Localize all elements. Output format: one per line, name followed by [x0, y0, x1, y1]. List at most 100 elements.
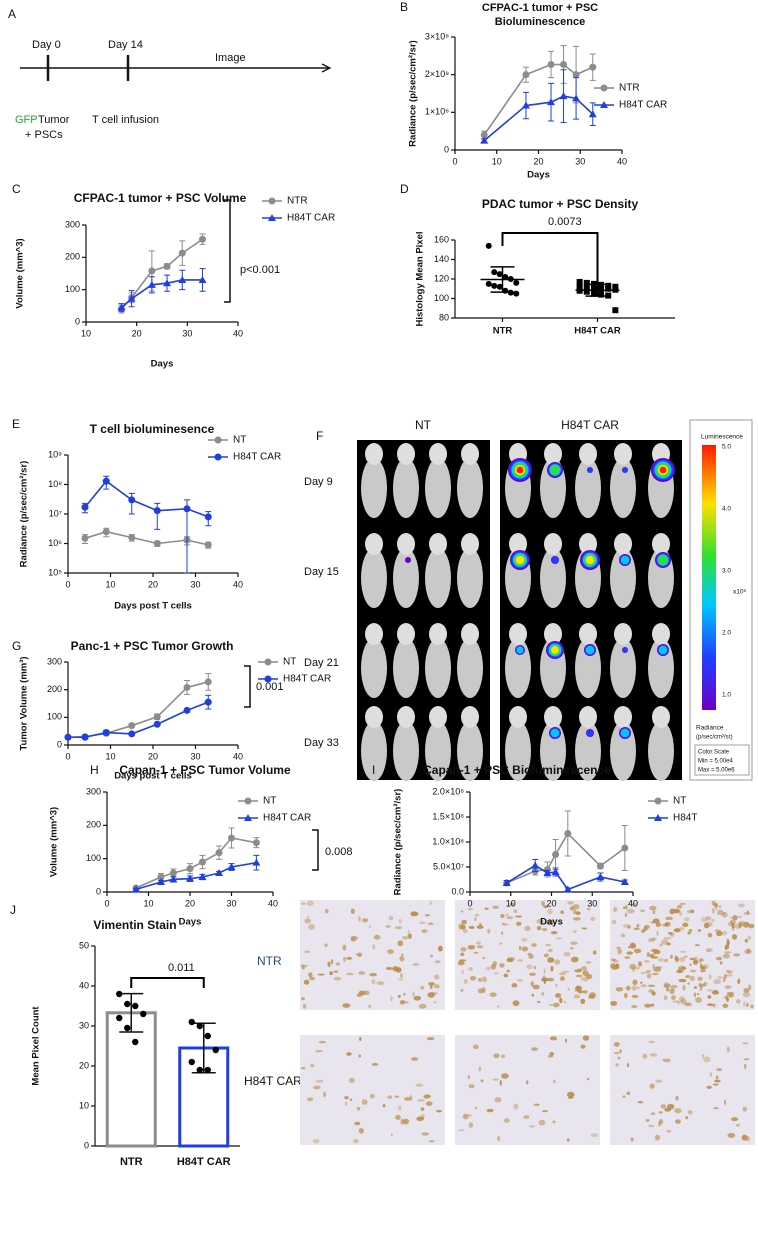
stain [468, 1084, 475, 1089]
marker [605, 285, 612, 292]
marker [183, 706, 191, 714]
stain [315, 1079, 324, 1083]
timeline-label: GFP [15, 114, 38, 126]
signal [550, 465, 560, 475]
stain [640, 984, 647, 988]
stain [667, 931, 673, 935]
marker [116, 990, 123, 998]
y-tick-label: 140 [434, 254, 449, 264]
stain [580, 966, 588, 971]
scale-box [694, 744, 750, 776]
stain [746, 948, 751, 954]
stain [644, 924, 650, 930]
marker [215, 849, 223, 857]
stain [631, 994, 639, 999]
chart-title: Vimentin Stain [93, 918, 176, 932]
stain [474, 1107, 478, 1110]
stain [398, 1105, 402, 1111]
mouse [610, 458, 636, 518]
colorbar-tick: 5.0 [722, 444, 731, 451]
stain [397, 994, 401, 998]
x-tick-label: 40 [233, 328, 243, 338]
stain [502, 923, 509, 926]
panel-letter: C [12, 182, 21, 196]
stain [362, 918, 369, 923]
stain [530, 981, 534, 987]
stain [423, 1094, 431, 1099]
stain [358, 971, 366, 975]
stain [633, 927, 640, 931]
stain [620, 933, 625, 938]
x-tick-label: 40 [628, 898, 638, 908]
legend-marker [600, 101, 608, 108]
stain [460, 924, 466, 930]
legend-label: H84T CAR [283, 674, 331, 685]
stain [733, 953, 741, 957]
stain [309, 976, 316, 981]
stain [517, 978, 524, 982]
stain [559, 997, 563, 1004]
stain [369, 1093, 375, 1099]
marker [147, 280, 156, 288]
stain [629, 942, 637, 949]
mouse-head [461, 443, 479, 465]
panel-letter: J [10, 903, 16, 917]
stain [741, 1134, 748, 1141]
mouse [505, 638, 531, 698]
mouse-head [397, 706, 415, 728]
stain [342, 944, 347, 951]
stain [664, 958, 669, 963]
stain [344, 1101, 348, 1106]
stain [693, 992, 696, 998]
stain [617, 1056, 621, 1060]
x-tick-label: 30 [190, 751, 200, 761]
mouse [457, 458, 483, 518]
timeline-label: Tumor [38, 114, 70, 126]
y-tick-label: 1.5×10⁸ [432, 811, 464, 821]
stain [505, 913, 509, 917]
stain [417, 1099, 426, 1102]
mouse-head [614, 443, 632, 465]
stain [748, 984, 752, 991]
stain [523, 1115, 530, 1119]
y-tick-label: 300 [86, 786, 101, 796]
marker [564, 830, 572, 837]
bracket [312, 829, 319, 871]
stain [329, 971, 333, 976]
stain [317, 973, 325, 976]
x-axis-label: Days [179, 917, 202, 928]
stain [394, 1095, 400, 1098]
stain [473, 951, 479, 954]
legend-label: NT [283, 657, 296, 668]
stain [547, 1054, 554, 1058]
marker [204, 513, 212, 521]
stain [387, 949, 394, 955]
timeline-label: Day 0 [32, 39, 61, 51]
stain [717, 910, 725, 916]
y-tick-label: 0 [75, 316, 80, 326]
stain [615, 987, 624, 992]
marker [124, 1024, 131, 1032]
row-label: NTR [257, 954, 282, 968]
stain [626, 908, 635, 914]
stain [617, 948, 622, 955]
stain [655, 922, 662, 927]
stain [420, 985, 425, 990]
mouse-head [461, 533, 479, 555]
stain [416, 1116, 425, 1122]
stain [649, 905, 657, 911]
stain [701, 917, 708, 923]
stain [333, 970, 339, 973]
stain [713, 1107, 719, 1110]
y-tick-label: 100 [65, 284, 80, 294]
stain [418, 1003, 427, 1009]
x-tick-label: 40 [233, 751, 243, 761]
marker [196, 1066, 203, 1074]
mouse-head [579, 706, 597, 728]
stain [655, 966, 663, 969]
stain [399, 1000, 406, 1005]
legend-label: NTR [287, 196, 308, 207]
stain [350, 936, 354, 942]
y-tick-label: 0.0 [451, 886, 464, 896]
stain [672, 1000, 680, 1003]
